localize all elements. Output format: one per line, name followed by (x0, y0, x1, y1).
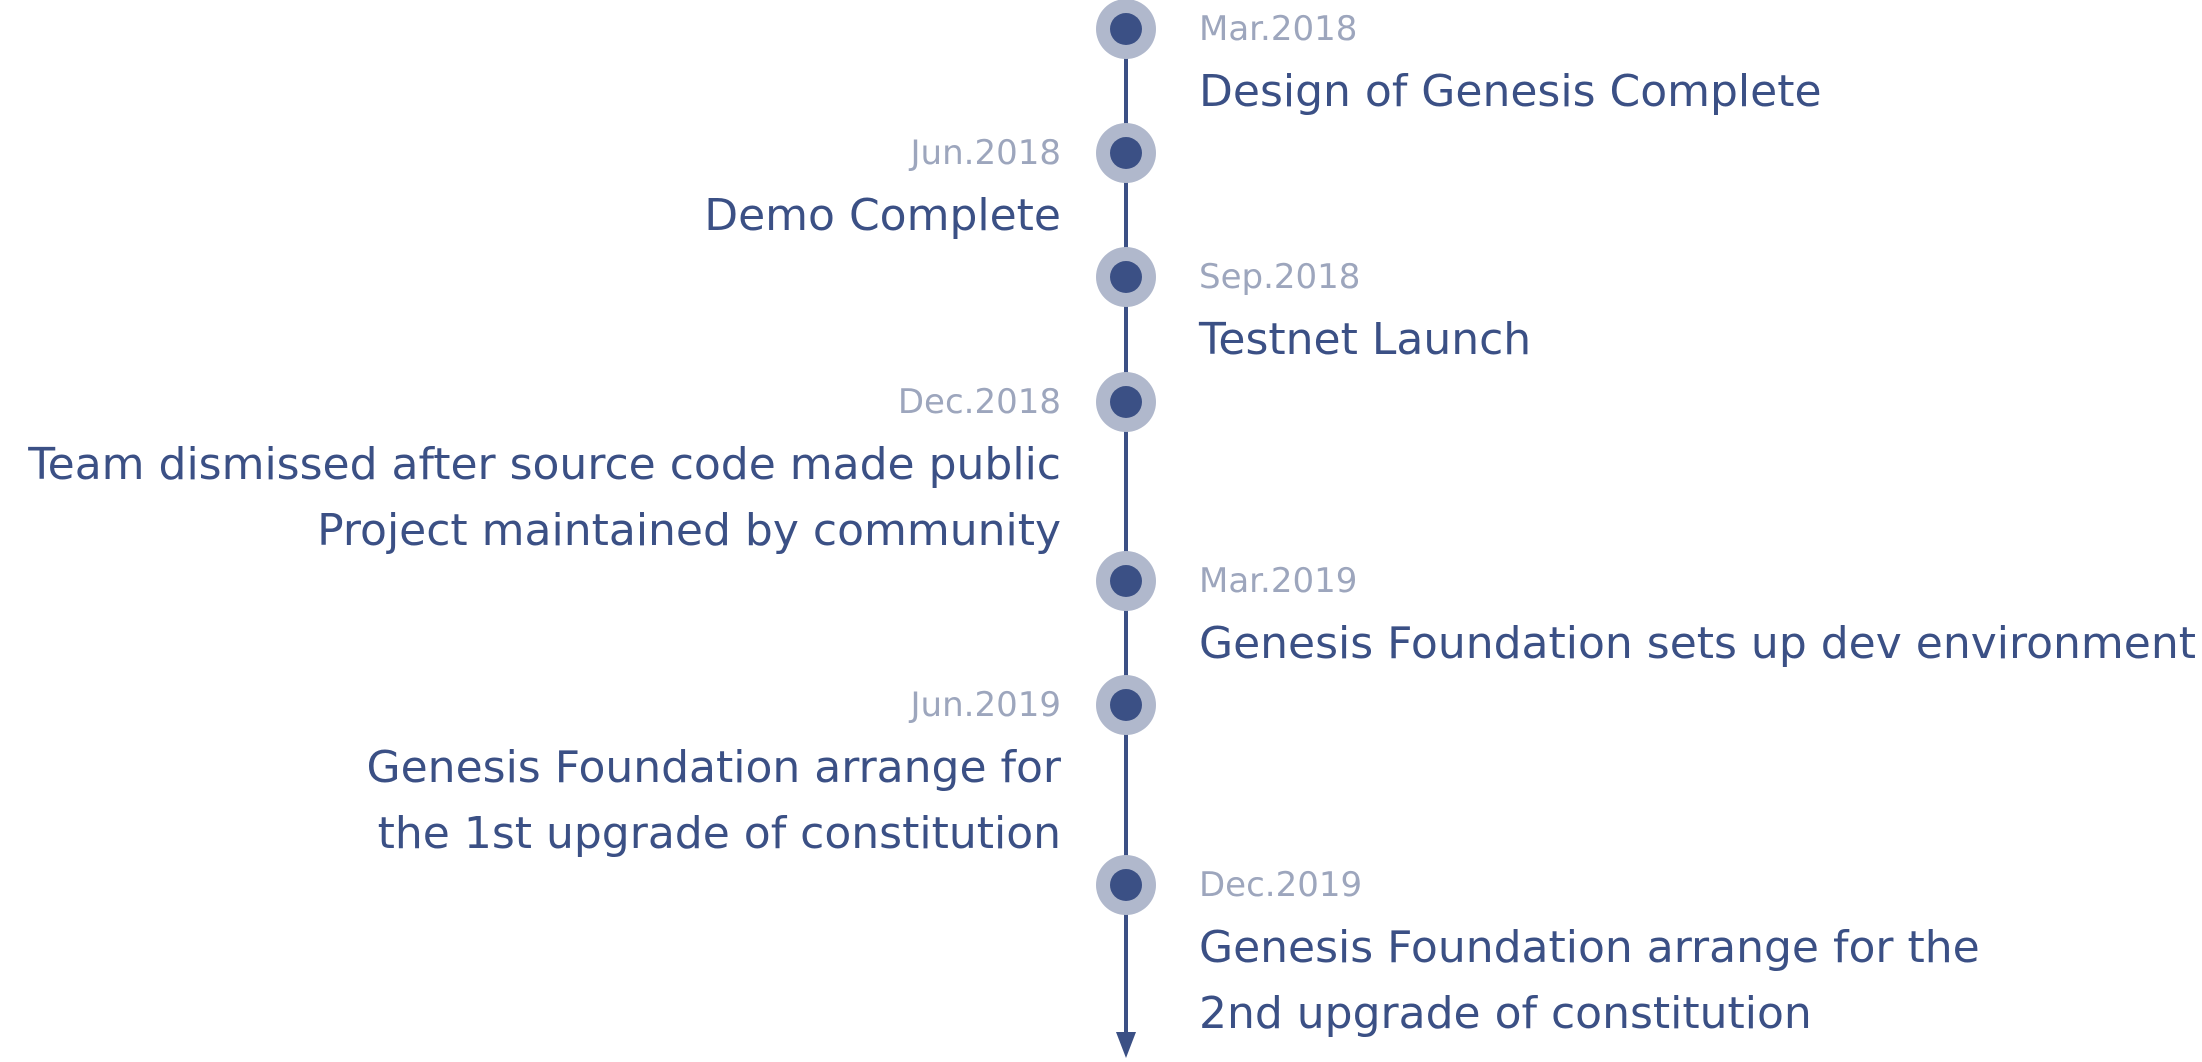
timeline-axis (1124, 28, 1128, 1040)
milestone-4: Dec.2018 Team dismissed after source cod… (0, 372, 2202, 556)
milestone-description-line: Genesis Foundation arrange for (366, 742, 1061, 793)
milestone-description: Genesis Foundation arrange for the 1st u… (367, 735, 1061, 867)
milestone-7: Dec.2019 Genesis Foundation arrange for … (0, 855, 2202, 1039)
milestone-description-line: Genesis Foundation arrange for the (1199, 922, 1980, 973)
milestone-6: Jun.2019 Genesis Foundation arrange for … (0, 675, 2202, 859)
milestone-description-line: Team dismissed after source code made pu… (28, 439, 1061, 490)
milestone-description-line: Demo Complete (704, 190, 1061, 241)
milestone-date: Mar.2018 (1199, 9, 1358, 49)
milestone-marker (1096, 675, 1156, 735)
milestone-dot (1110, 689, 1142, 721)
milestone-date: Dec.2019 (1199, 865, 1363, 905)
milestone-1: Mar.2018 Design of Genesis Complete (0, 0, 2202, 117)
arrow-down-icon (1116, 1032, 1136, 1058)
milestone-description: Team dismissed after source code made pu… (28, 432, 1061, 564)
milestone-description-line: Testnet Launch (1199, 314, 1532, 365)
milestone-description: Design of Genesis Complete (1199, 59, 1822, 125)
milestone-dot (1110, 869, 1142, 901)
milestone-5: Mar.2019 Genesis Foundation sets up dev … (0, 551, 2202, 669)
milestone-dot (1110, 13, 1142, 45)
milestone-description-line: Genesis Foundation sets up dev environme… (1199, 618, 2196, 669)
milestone-dot (1110, 137, 1142, 169)
milestone-description-line: Design of Genesis Complete (1199, 66, 1822, 117)
milestone-dot (1110, 261, 1142, 293)
milestone-description: Demo Complete (704, 183, 1061, 249)
milestone-date: Jun.2018 (910, 133, 1061, 173)
milestone-description: Genesis Foundation arrange for the 2nd u… (1199, 915, 1980, 1047)
milestone-date: Dec.2018 (897, 382, 1061, 422)
milestone-3: Sep.2018 Testnet Launch (0, 247, 2202, 365)
milestone-marker (1096, 372, 1156, 432)
milestone-dot (1110, 386, 1142, 418)
milestone-marker (1096, 855, 1156, 915)
milestone-description: Testnet Launch (1199, 307, 1531, 373)
milestone-description-line: 2nd upgrade of constitution (1199, 988, 1812, 1039)
milestone-marker (1096, 551, 1156, 611)
milestone-2: Jun.2018 Demo Complete (0, 123, 2202, 241)
milestone-date: Sep.2018 (1199, 257, 1361, 297)
milestone-date: Mar.2019 (1199, 561, 1358, 601)
milestone-date: Jun.2019 (910, 685, 1061, 725)
milestone-dot (1110, 565, 1142, 597)
milestone-marker (1096, 247, 1156, 307)
milestone-description: Genesis Foundation sets up dev environme… (1199, 611, 2196, 677)
milestone-marker (1096, 0, 1156, 59)
milestone-description-line: Project maintained by community (317, 505, 1061, 556)
milestone-marker (1096, 123, 1156, 183)
milestone-description-line: the 1st upgrade of constitution (377, 808, 1061, 859)
